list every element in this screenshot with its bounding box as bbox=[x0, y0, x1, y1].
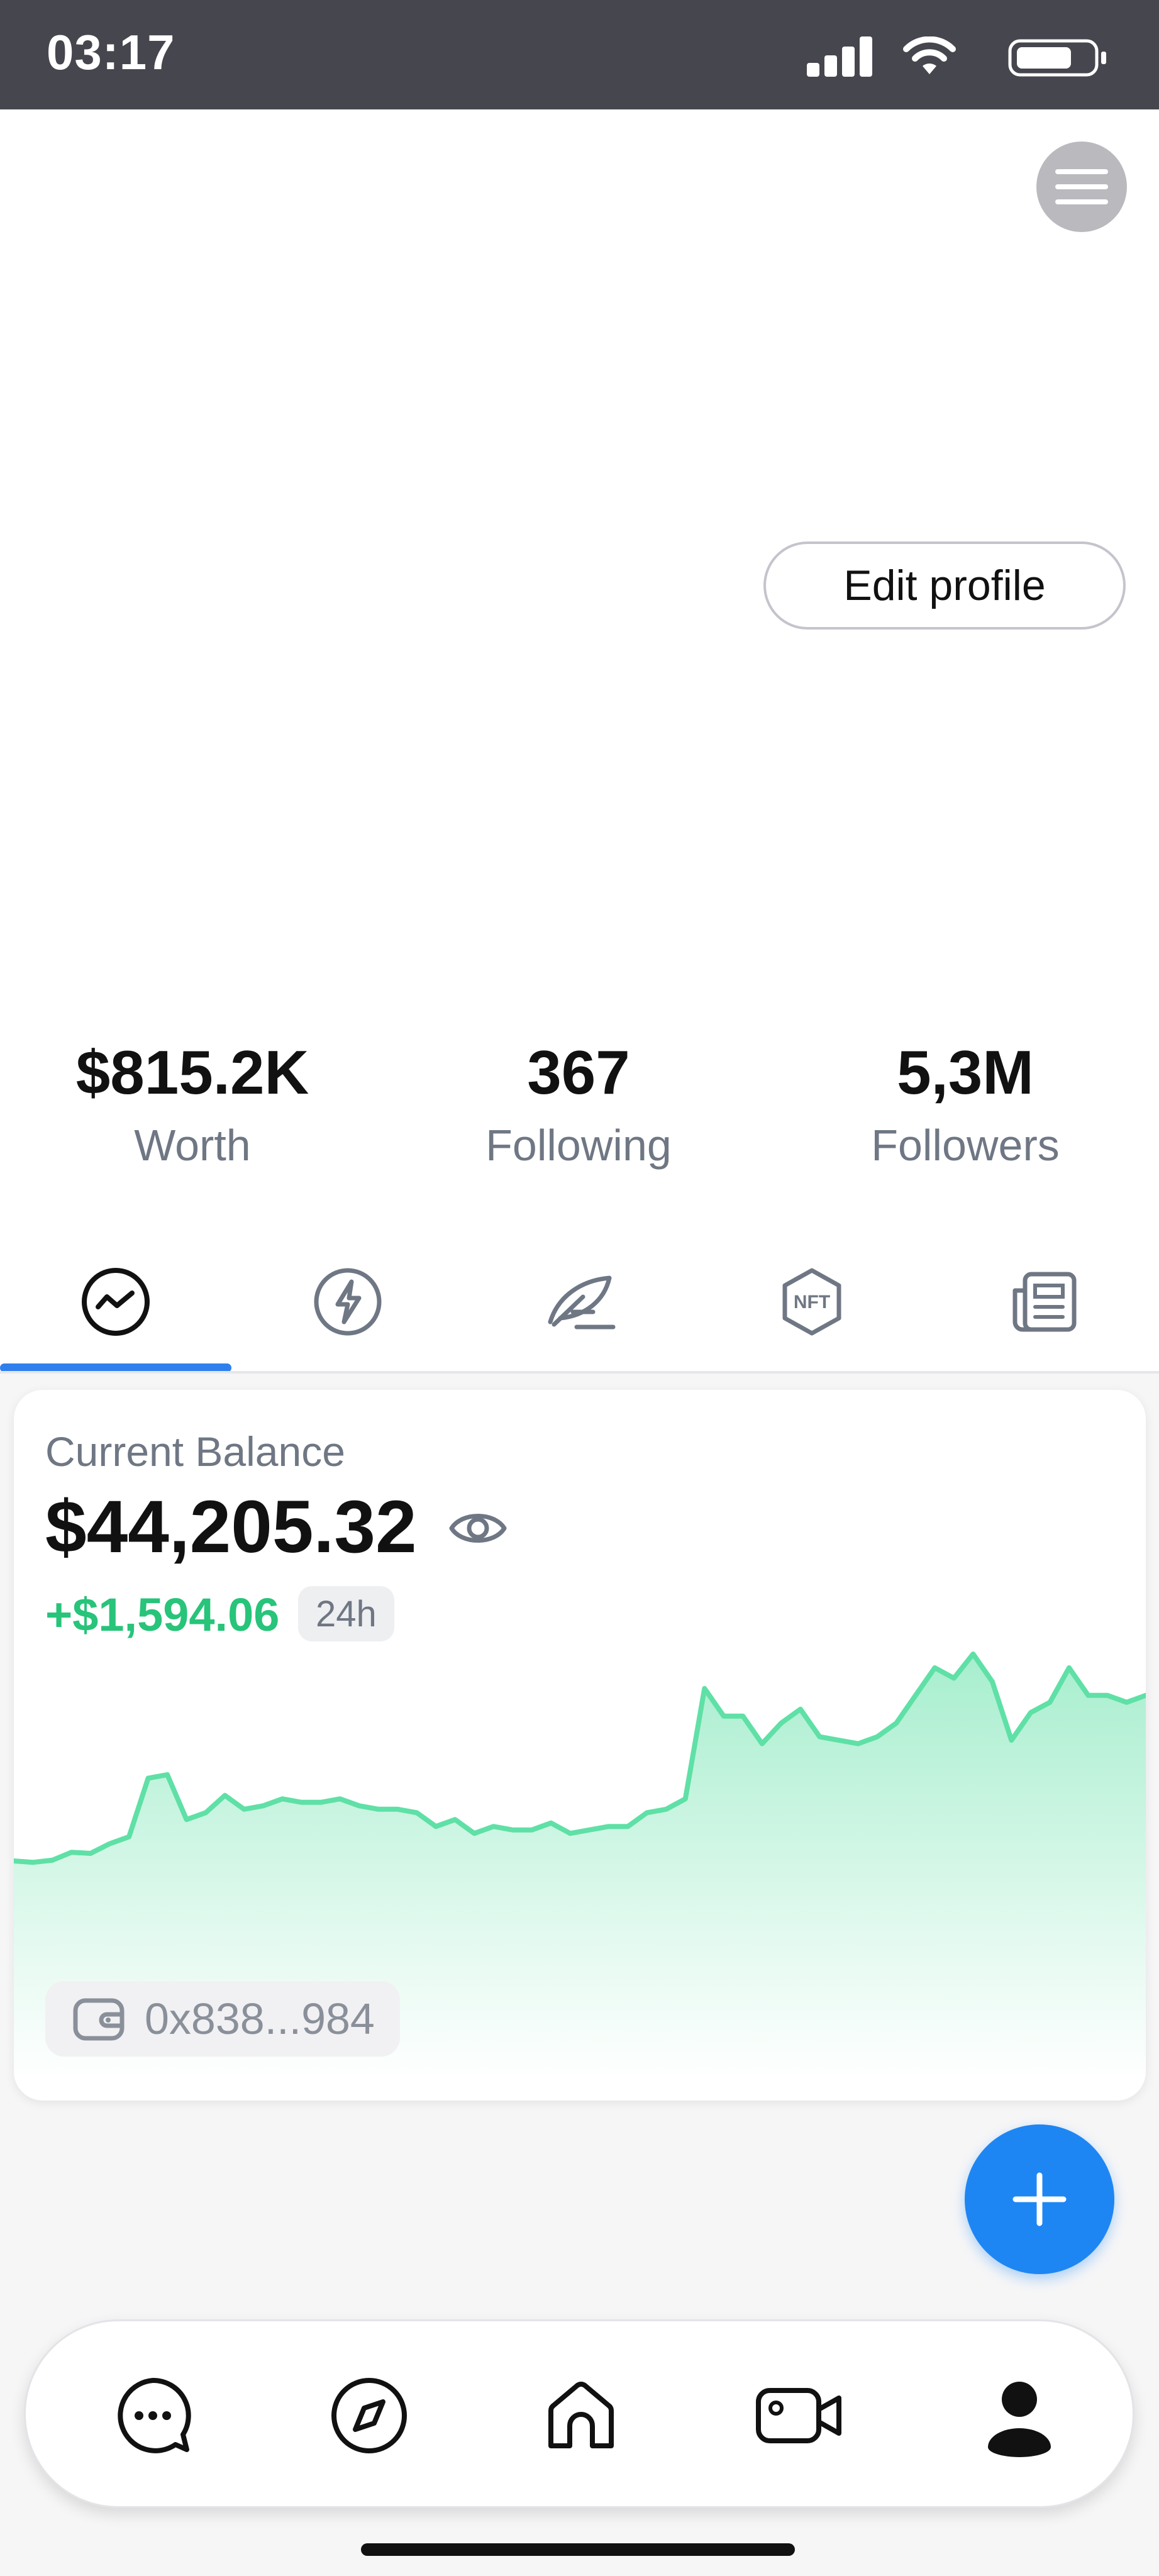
nft-icon-text: NFT bbox=[794, 1292, 830, 1313]
period-badge[interactable]: 24h bbox=[298, 1586, 394, 1641]
balance-card[interactable]: Current Balance $44,205.32 +$1,594.06 24… bbox=[14, 1390, 1146, 2101]
compass-icon bbox=[331, 2378, 407, 2453]
home-indicator bbox=[361, 2543, 795, 2556]
active-tab-indicator bbox=[0, 1363, 231, 1372]
status-bar: 03:17 bbox=[0, 0, 1159, 109]
signal-icon bbox=[807, 36, 872, 77]
stat-label: Following bbox=[485, 1121, 672, 1170]
nav-video[interactable] bbox=[743, 2359, 856, 2472]
tab-posts[interactable] bbox=[536, 1258, 624, 1346]
chat-bubble-icon bbox=[118, 2377, 191, 2453]
balance-chart bbox=[14, 1652, 1146, 2082]
chart-series-line bbox=[14, 1652, 1146, 1865]
wallet-address-chip[interactable]: 0x838...984 bbox=[45, 1981, 400, 2057]
wallet-address: 0x838...984 bbox=[145, 1994, 375, 2043]
hamburger-menu-icon bbox=[1055, 169, 1108, 174]
balance-change: +$1,594.06 bbox=[45, 1589, 280, 1641]
tab-portfolio[interactable] bbox=[72, 1258, 160, 1346]
stat-worth[interactable]: $815.2K Worth bbox=[60, 1031, 324, 1174]
balance-amount: $44,205.32 bbox=[45, 1485, 417, 1568]
balance-label: Current Balance bbox=[45, 1428, 345, 1475]
tab-news[interactable] bbox=[1000, 1258, 1088, 1346]
edit-profile-button[interactable]: Edit profile bbox=[763, 541, 1126, 630]
chart-activity-icon bbox=[82, 1268, 150, 1336]
hamburger-line bbox=[1055, 199, 1108, 204]
bottom-nav bbox=[24, 2319, 1134, 2508]
hamburger-menu-button[interactable] bbox=[1036, 142, 1127, 232]
nav-profile[interactable] bbox=[963, 2359, 1076, 2472]
add-button[interactable] bbox=[965, 2124, 1114, 2274]
hamburger-line bbox=[1055, 184, 1108, 189]
stat-followers[interactable]: 5,3M Followers bbox=[833, 1031, 1097, 1174]
profile-icon bbox=[988, 2382, 1051, 2457]
tab-activity[interactable] bbox=[304, 1258, 392, 1346]
lightning-icon bbox=[314, 1268, 382, 1336]
status-time: 03:17 bbox=[47, 25, 175, 80]
eye-icon[interactable] bbox=[446, 1503, 509, 1553]
nft-icon: NFT bbox=[782, 1268, 841, 1336]
nav-explore[interactable] bbox=[313, 2359, 426, 2472]
nav-home[interactable] bbox=[524, 2359, 638, 2472]
nav-messages[interactable] bbox=[96, 2359, 209, 2472]
video-camera-icon bbox=[756, 2388, 841, 2443]
stat-value: $815.2K bbox=[75, 1038, 309, 1107]
news-icon bbox=[1012, 1272, 1077, 1332]
status-icons bbox=[782, 35, 1109, 79]
stat-label: Followers bbox=[871, 1121, 1060, 1170]
stat-value: 367 bbox=[527, 1038, 630, 1107]
stat-value: 5,3M bbox=[897, 1038, 1034, 1107]
tabs-divider bbox=[0, 1371, 1159, 1374]
feather-icon bbox=[548, 1275, 616, 1330]
wallet-icon bbox=[73, 1998, 125, 2041]
wifi-icon bbox=[903, 36, 956, 74]
chart-area-fill bbox=[14, 1654, 1146, 2082]
stat-following[interactable]: 367 Following bbox=[446, 1031, 711, 1174]
battery-icon bbox=[1008, 39, 1106, 77]
tab-nft[interactable]: NFT bbox=[768, 1258, 856, 1346]
stat-label: Worth bbox=[134, 1121, 251, 1170]
plus-icon bbox=[1012, 2172, 1067, 2226]
home-icon bbox=[548, 2382, 614, 2448]
